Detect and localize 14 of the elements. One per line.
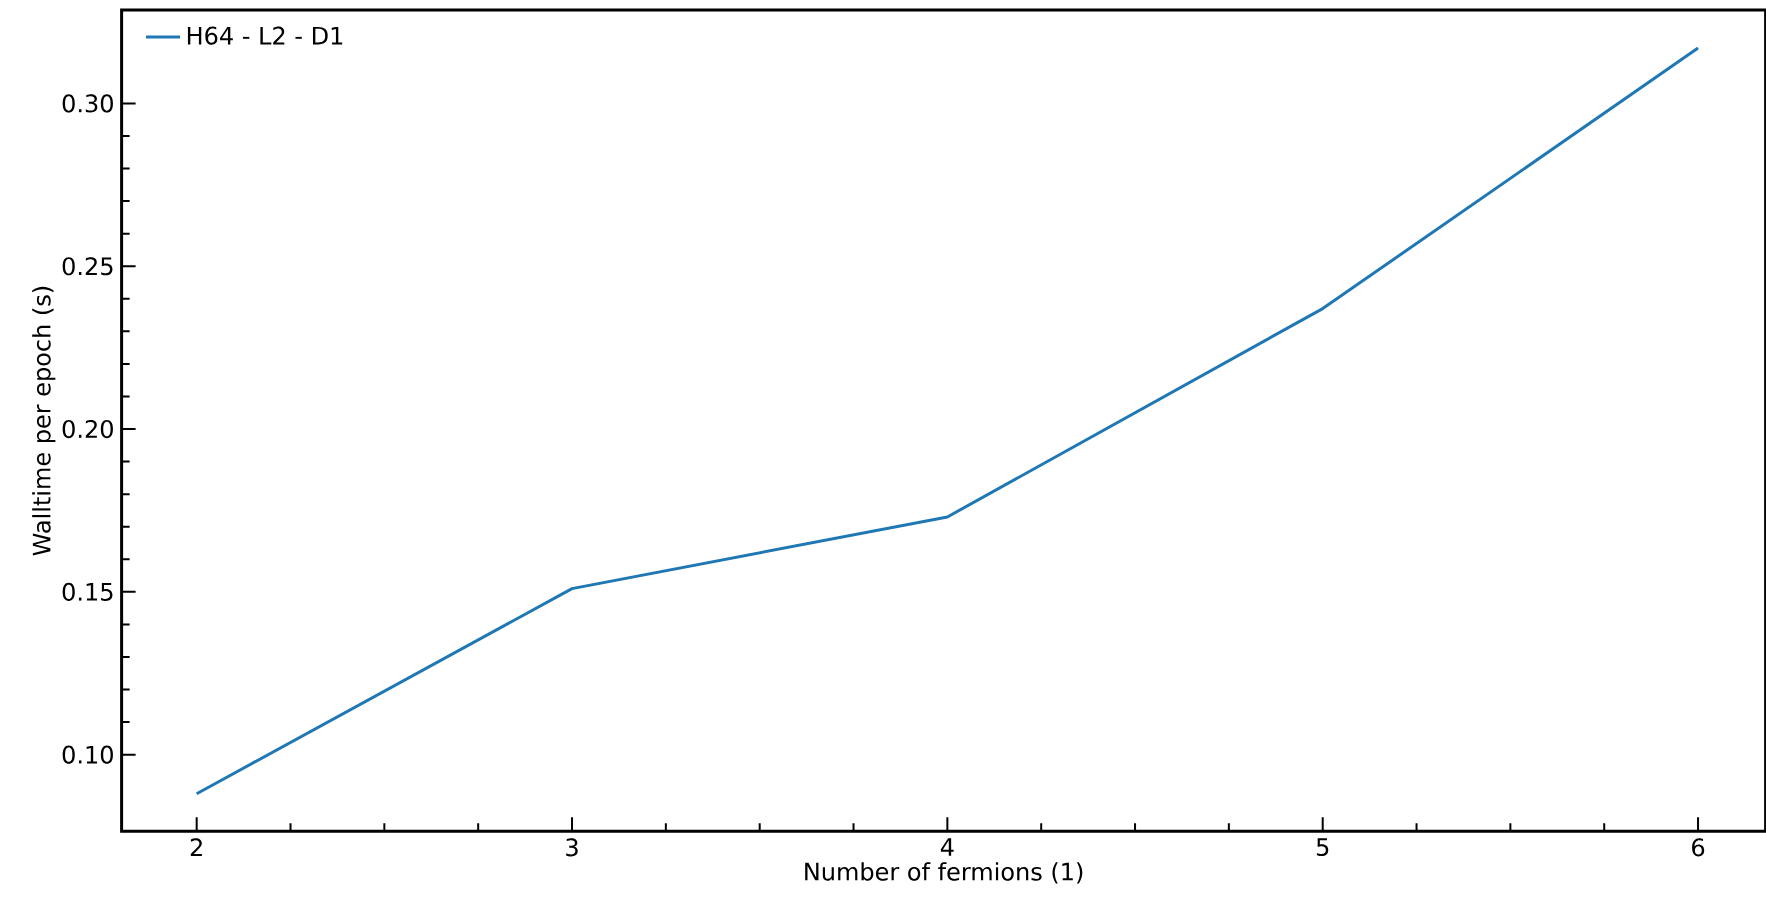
x-tick-label: 6 (1692, 838, 1705, 857)
y-tick-label: 0.30 (62, 94, 113, 113)
line-series (195, 46, 1700, 796)
x-axis-title: Number of fermions (1) (805, 862, 1083, 884)
x-tick-label: 3 (566, 838, 578, 857)
y-axis-title: Walltime per epoch (s) (32, 286, 56, 556)
x-tick-label: 2 (190, 838, 202, 857)
y-tick-label: 0.20 (62, 419, 113, 439)
legend-label: H64 - L2 - D1 (187, 26, 343, 45)
x-tick-label: 4 (940, 838, 954, 856)
y-tick-label: 0.25 (62, 257, 113, 276)
x-tick-label: 5 (1316, 838, 1329, 857)
y-tick-label: 0.15 (62, 582, 113, 601)
y-tick-label: 0.10 (62, 745, 113, 764)
